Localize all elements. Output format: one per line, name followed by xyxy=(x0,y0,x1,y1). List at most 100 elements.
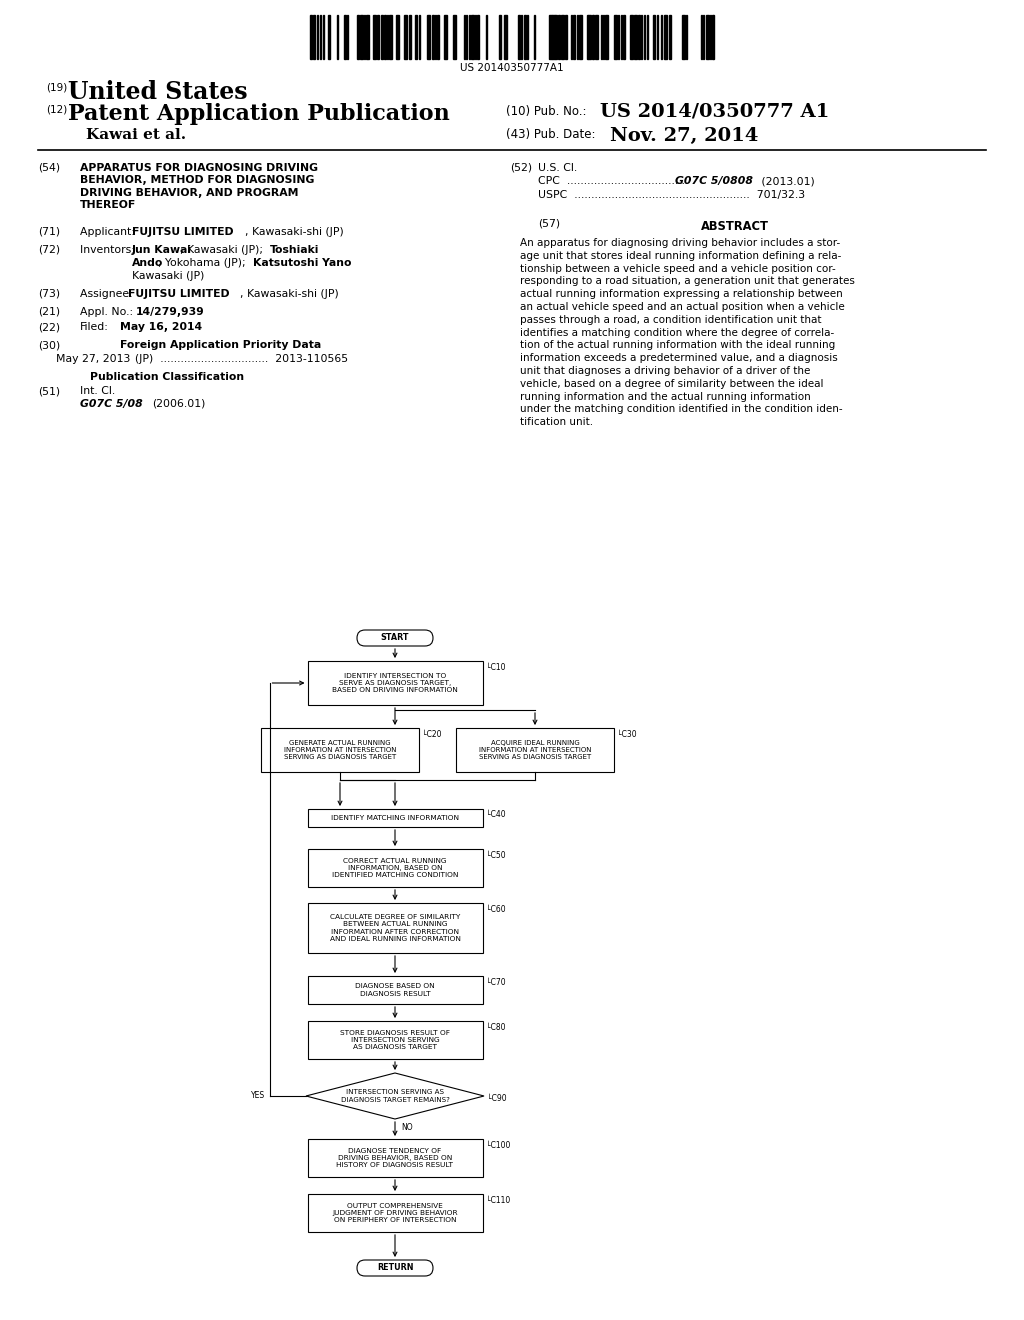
Bar xyxy=(415,15,417,59)
FancyBboxPatch shape xyxy=(261,729,419,772)
Bar xyxy=(381,15,383,59)
Text: , Kawasaki (JP);: , Kawasaki (JP); xyxy=(180,246,266,255)
Bar xyxy=(396,15,399,59)
Text: USPC  ....................................................  701/32.3: USPC ...................................… xyxy=(538,190,805,201)
Text: US 2014/0350777 A1: US 2014/0350777 A1 xyxy=(600,103,829,121)
Text: Appl. No.:: Appl. No.: xyxy=(80,308,136,317)
Text: G07C 5/0808: G07C 5/0808 xyxy=(675,176,753,186)
Bar xyxy=(665,15,667,59)
Bar xyxy=(313,15,315,59)
Text: IDENTIFY MATCHING INFORMATION: IDENTIFY MATCHING INFORMATION xyxy=(331,814,459,821)
Text: (72): (72) xyxy=(38,246,60,255)
Text: └C40: └C40 xyxy=(485,810,505,818)
Text: CALCULATE DEGREE OF SIMILARITY
BETWEEN ACTUAL RUNNING
INFORMATION AFTER CORRECTI: CALCULATE DEGREE OF SIMILARITY BETWEEN A… xyxy=(330,915,461,942)
Bar xyxy=(555,15,557,59)
Text: Kawai et al.: Kawai et al. xyxy=(86,128,186,143)
Text: └C60: └C60 xyxy=(485,906,505,913)
Text: Inventors:: Inventors: xyxy=(80,246,138,255)
Bar xyxy=(630,15,633,59)
Text: (22): (22) xyxy=(38,322,60,333)
Bar xyxy=(579,15,582,59)
Bar xyxy=(377,15,379,59)
Text: INTERSECTION SERVING AS
DIAGNOSIS TARGET REMAINS?: INTERSECTION SERVING AS DIAGNOSIS TARGET… xyxy=(341,1089,450,1102)
Text: ABSTRACT: ABSTRACT xyxy=(701,220,769,234)
Text: └C70: └C70 xyxy=(485,978,505,987)
Text: └C110: └C110 xyxy=(485,1196,510,1205)
Text: FUJITSU LIMITED: FUJITSU LIMITED xyxy=(128,289,229,300)
Text: (21): (21) xyxy=(38,308,60,317)
FancyBboxPatch shape xyxy=(357,630,433,645)
Text: (57): (57) xyxy=(538,218,560,228)
Polygon shape xyxy=(306,1073,484,1119)
Text: └C100: └C100 xyxy=(485,1140,510,1150)
Bar xyxy=(437,15,439,59)
FancyBboxPatch shape xyxy=(307,809,482,828)
Text: Ando: Ando xyxy=(132,257,164,268)
FancyBboxPatch shape xyxy=(307,1195,482,1232)
Text: IDENTIFY INTERSECTION TO
SERVE AS DIAGNOSIS TARGET,
BASED ON DRIVING INFORMATION: IDENTIFY INTERSECTION TO SERVE AS DIAGNO… xyxy=(332,673,458,693)
Bar xyxy=(360,15,362,59)
Text: (54): (54) xyxy=(38,162,60,173)
Bar xyxy=(499,15,501,59)
FancyBboxPatch shape xyxy=(307,661,482,705)
Text: └C90: └C90 xyxy=(487,1094,507,1104)
Bar xyxy=(453,15,456,59)
Text: DIAGNOSE BASED ON
DIAGNOSIS RESULT: DIAGNOSE BASED ON DIAGNOSIS RESULT xyxy=(355,983,435,997)
Text: └C10: └C10 xyxy=(485,663,505,672)
Text: , Kawasaki-shi (JP): , Kawasaki-shi (JP) xyxy=(240,289,339,300)
FancyBboxPatch shape xyxy=(357,1261,433,1276)
Bar xyxy=(669,15,671,59)
Text: └C30: └C30 xyxy=(617,730,637,739)
Bar xyxy=(432,15,434,59)
Text: STORE DIAGNOSIS RESULT OF
INTERSECTION SERVING
AS DIAGNOSIS TARGET: STORE DIAGNOSIS RESULT OF INTERSECTION S… xyxy=(340,1030,450,1051)
Text: CORRECT ACTUAL RUNNING
INFORMATION, BASED ON
IDENTIFIED MATCHING CONDITION: CORRECT ACTUAL RUNNING INFORMATION, BASE… xyxy=(332,858,458,878)
Text: START: START xyxy=(381,634,410,643)
Bar xyxy=(638,15,640,59)
Text: , Kawasaki-shi (JP): , Kawasaki-shi (JP) xyxy=(245,227,344,238)
Text: United States: United States xyxy=(68,81,248,104)
Text: (52): (52) xyxy=(510,162,532,173)
Text: YES: YES xyxy=(251,1090,265,1100)
Bar xyxy=(549,15,552,59)
Text: U.S. Cl.: U.S. Cl. xyxy=(538,162,578,173)
Text: (43) Pub. Date:: (43) Pub. Date: xyxy=(506,128,596,141)
Text: └C50: └C50 xyxy=(485,851,505,861)
Text: (12): (12) xyxy=(46,106,68,115)
Bar xyxy=(404,15,407,59)
Bar xyxy=(706,15,709,59)
Text: ACQUIRE IDEAL RUNNING
INFORMATION AT INTERSECTION
SERVING AS DIAGNOSIS TARGET: ACQUIRE IDEAL RUNNING INFORMATION AT INT… xyxy=(479,739,591,760)
Text: Foreign Application Priority Data: Foreign Application Priority Data xyxy=(120,341,322,350)
Bar xyxy=(614,15,617,59)
Bar xyxy=(561,15,564,59)
Bar xyxy=(444,15,447,59)
Text: Assignee:: Assignee: xyxy=(80,289,136,300)
Text: (71): (71) xyxy=(38,227,60,238)
Text: Jun Kawai: Jun Kawai xyxy=(132,246,193,255)
Bar xyxy=(623,15,625,59)
Bar xyxy=(471,15,474,59)
Text: 14/279,939: 14/279,939 xyxy=(136,308,205,317)
Bar xyxy=(682,15,685,59)
FancyBboxPatch shape xyxy=(307,903,482,953)
Bar xyxy=(518,15,520,59)
Text: Katsutoshi Yano: Katsutoshi Yano xyxy=(253,257,351,268)
Text: (JP)  ................................  2013-110565: (JP) ................................ 20… xyxy=(135,354,348,364)
Text: Applicant:: Applicant: xyxy=(80,227,138,238)
Bar xyxy=(328,15,330,59)
Text: Patent Application Publication: Patent Application Publication xyxy=(68,103,450,125)
Bar xyxy=(409,15,411,59)
Text: Int. Cl.: Int. Cl. xyxy=(80,385,116,396)
Text: FUJITSU LIMITED: FUJITSU LIMITED xyxy=(132,227,233,238)
Text: (2006.01): (2006.01) xyxy=(152,399,206,409)
Bar xyxy=(344,15,346,59)
Text: Publication Classification: Publication Classification xyxy=(90,372,244,381)
Bar xyxy=(477,15,479,59)
Bar xyxy=(310,15,312,59)
Text: (2013.01): (2013.01) xyxy=(758,176,815,186)
Text: Kawasaki (JP): Kawasaki (JP) xyxy=(132,271,205,281)
FancyBboxPatch shape xyxy=(456,729,614,772)
Text: (30): (30) xyxy=(38,341,60,350)
Text: └C80: └C80 xyxy=(485,1023,505,1032)
Text: (73): (73) xyxy=(38,289,60,300)
Bar xyxy=(573,15,575,59)
